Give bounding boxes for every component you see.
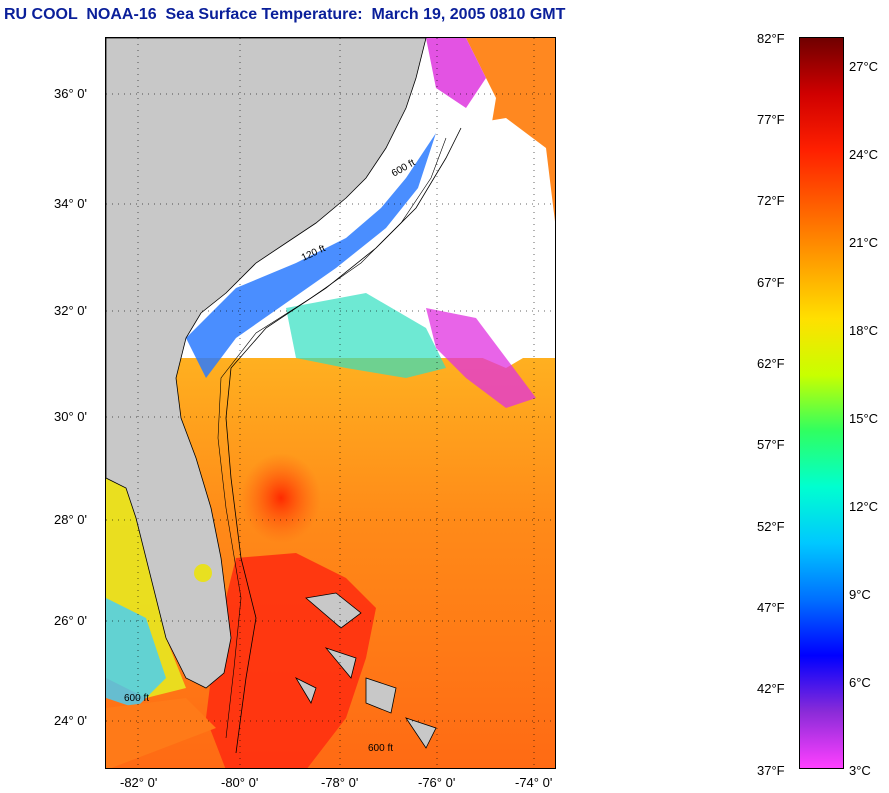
sst-map: 120 ft 600 ft 600 ft 600 ft [105,37,556,769]
c-label: 21°C [849,235,879,250]
c-label: 27°C [849,59,879,74]
lon-label: -80° 0' [221,775,259,790]
gulf-warm [106,698,216,768]
graticule [106,38,555,768]
cool-coastal-band [186,133,436,378]
c-label: 9°C [849,587,871,602]
bahamas-islands [294,592,437,749]
c-label: 15°C [849,411,879,426]
lon-label: -76° 0' [418,775,456,790]
lon-label: -78° 0' [321,775,359,790]
lat-label: 36° 0' [54,86,87,101]
contour-label-600-bahamas: 600 ft [368,743,394,754]
f-label: 47°F [757,600,785,615]
contour-label-600-south: 600 ft [124,693,150,704]
lat-label: 32° 0' [54,303,87,318]
f-label: 37°F [757,763,785,778]
colorbar [799,37,844,769]
lon-label: -82° 0' [120,775,158,790]
f-label: 62°F [757,356,785,371]
f-label: 77°F [757,112,785,127]
f-label: 67°F [757,275,785,290]
c-label: 6°C [849,675,871,690]
lat-label: 28° 0' [54,512,87,527]
magenta-north [426,38,486,108]
c-label: 12°C [849,499,879,514]
c-label: 18°C [849,323,879,338]
warm-eddy [241,453,321,543]
cyan-patches [286,293,446,378]
f-label: 57°F [757,437,785,452]
lat-label: 34° 0' [54,196,87,211]
gulf-cyan [106,598,166,708]
c-label: 3°C [849,763,871,778]
chart-title: RU COOL NOAA-16 Sea Surface Temperature:… [4,6,566,23]
f-label: 42°F [757,681,785,696]
contour-600ft [225,127,462,754]
f-label: 82°F [757,31,785,46]
lat-label: 24° 0' [54,713,87,728]
lake-okeechobee [194,564,212,582]
land-mainland [106,38,427,689]
f-label: 72°F [757,193,785,208]
contour-120ft [217,137,447,739]
lat-label: 30° 0' [54,409,87,424]
magenta-patches [426,308,536,408]
f-label: 52°F [757,519,785,534]
c-label: 24°C [849,147,879,162]
lat-label: 26° 0' [54,613,87,628]
lon-label: -74° 0' [515,775,553,790]
